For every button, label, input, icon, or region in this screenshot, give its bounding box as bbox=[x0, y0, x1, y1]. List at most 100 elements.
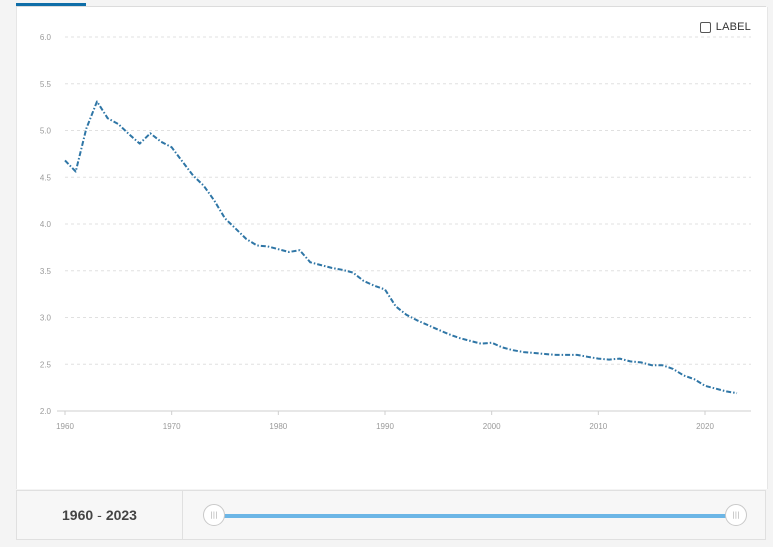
data-point[interactable] bbox=[702, 383, 708, 389]
line-chart: 2.0 2.5 3.0 3.5 4.0 4.5 5.0 5.5 6.0 1960 1970 1980… bbox=[40, 33, 751, 431]
y-tick-label: 3.5 bbox=[40, 267, 52, 276]
data-point[interactable] bbox=[403, 312, 409, 318]
y-tick-label: 5.5 bbox=[40, 80, 52, 89]
data-point[interactable] bbox=[307, 259, 313, 265]
x-tick-label: 2000 bbox=[483, 422, 501, 431]
data-point[interactable] bbox=[361, 278, 367, 284]
data-point[interactable] bbox=[691, 376, 697, 382]
data-point[interactable] bbox=[382, 286, 388, 292]
range-slider-track[interactable] bbox=[214, 514, 736, 518]
range-label: 1960-2023 bbox=[17, 491, 183, 539]
data-point[interactable] bbox=[265, 243, 271, 249]
data-point[interactable] bbox=[350, 270, 356, 276]
label-checkbox[interactable] bbox=[699, 21, 711, 33]
series-lines bbox=[62, 99, 740, 396]
data-point[interactable] bbox=[574, 352, 580, 358]
range-end-year: 2023 bbox=[105, 507, 137, 523]
data-point[interactable] bbox=[105, 115, 111, 121]
data-point[interactable] bbox=[521, 349, 527, 355]
data-point[interactable] bbox=[606, 357, 612, 363]
data-point[interactable] bbox=[126, 131, 132, 137]
data-point[interactable] bbox=[371, 283, 377, 289]
data-point[interactable] bbox=[115, 121, 121, 127]
data-point[interactable] bbox=[201, 183, 207, 189]
chart-panel: 2.0 2.5 3.0 3.5 4.0 4.5 5.0 5.5 6.0 1960 1970 1980… bbox=[16, 7, 768, 489]
data-point[interactable] bbox=[446, 331, 452, 337]
series-line bbox=[64, 100, 738, 395]
y-tick-label: 3.0 bbox=[40, 314, 52, 323]
data-point[interactable] bbox=[478, 341, 484, 347]
x-tick-label: 1960 bbox=[56, 422, 74, 431]
grip-icon: ||| bbox=[732, 511, 740, 519]
range-start-year: 1960 bbox=[62, 507, 94, 523]
x-tick-label: 1970 bbox=[163, 422, 181, 431]
data-point[interactable] bbox=[510, 347, 516, 353]
data-point[interactable] bbox=[627, 358, 633, 364]
data-point[interactable] bbox=[649, 362, 655, 368]
y-tick-label: 2.0 bbox=[40, 407, 52, 416]
data-point[interactable] bbox=[233, 226, 239, 232]
data-point[interactable] bbox=[158, 139, 164, 145]
y-tick-label: 4.5 bbox=[40, 173, 52, 182]
range-separator: - bbox=[97, 507, 102, 523]
data-point[interactable] bbox=[147, 130, 153, 136]
time-range-bar: 1960-2023 ||| ||| bbox=[16, 490, 766, 540]
data-point[interactable] bbox=[723, 388, 729, 394]
y-tick-label: 6.0 bbox=[40, 33, 52, 42]
data-point[interactable] bbox=[297, 247, 303, 253]
range-slider-end-handle[interactable]: ||| bbox=[725, 504, 747, 526]
active-tab-indicator[interactable] bbox=[16, 3, 86, 6]
data-point[interactable] bbox=[585, 354, 591, 360]
y-tick-label: 2.5 bbox=[40, 360, 52, 369]
data-point[interactable] bbox=[595, 356, 601, 362]
data-point[interactable] bbox=[563, 352, 569, 358]
data-point[interactable] bbox=[499, 344, 505, 350]
data-point[interactable] bbox=[254, 243, 260, 249]
data-point[interactable] bbox=[243, 236, 249, 242]
data-point[interactable] bbox=[329, 265, 335, 271]
data-point[interactable] bbox=[617, 356, 623, 362]
x-tick-label: 1980 bbox=[269, 422, 287, 431]
data-point[interactable] bbox=[179, 158, 185, 164]
x-axis-tick-labels: 1960 1970 1980 1990 2000 2010 2020 bbox=[56, 422, 714, 431]
data-point[interactable] bbox=[318, 262, 324, 268]
data-point[interactable] bbox=[190, 172, 196, 178]
grip-icon: ||| bbox=[210, 511, 218, 519]
data-point[interactable] bbox=[211, 198, 217, 204]
data-point[interactable] bbox=[414, 317, 420, 323]
data-point[interactable] bbox=[62, 157, 68, 163]
data-point[interactable] bbox=[531, 350, 537, 356]
label-toggle-text: LABEL bbox=[715, 21, 751, 33]
y-tick-label: 4.0 bbox=[40, 220, 52, 229]
data-point[interactable] bbox=[435, 327, 441, 333]
data-point[interactable] bbox=[73, 169, 79, 175]
range-slider-start-handle[interactable]: ||| bbox=[203, 504, 225, 526]
data-point[interactable] bbox=[393, 303, 399, 309]
data-point[interactable] bbox=[286, 249, 292, 255]
data-point[interactable] bbox=[169, 144, 175, 150]
data-point[interactable] bbox=[222, 215, 228, 221]
x-tick-label: 1990 bbox=[376, 422, 394, 431]
y-tick-label: 5.0 bbox=[40, 127, 52, 136]
data-point[interactable] bbox=[339, 267, 345, 273]
data-point[interactable] bbox=[467, 338, 473, 344]
data-point[interactable] bbox=[83, 126, 89, 132]
data-point[interactable] bbox=[542, 351, 548, 357]
data-point[interactable] bbox=[638, 359, 644, 365]
data-point[interactable] bbox=[489, 340, 495, 346]
data-point[interactable] bbox=[425, 322, 431, 328]
data-point[interactable] bbox=[457, 335, 463, 341]
data-point[interactable] bbox=[734, 390, 740, 396]
data-point[interactable] bbox=[670, 366, 676, 372]
data-point[interactable] bbox=[681, 372, 687, 378]
data-point[interactable] bbox=[94, 99, 100, 105]
data-point[interactable] bbox=[659, 362, 665, 368]
label-toggle[interactable]: LABEL bbox=[699, 21, 751, 33]
data-point[interactable] bbox=[553, 352, 559, 358]
tab-divider bbox=[16, 6, 766, 7]
data-point[interactable] bbox=[275, 246, 281, 252]
data-point[interactable] bbox=[137, 141, 143, 147]
grid-lines bbox=[65, 36, 751, 412]
data-point[interactable] bbox=[713, 386, 719, 392]
